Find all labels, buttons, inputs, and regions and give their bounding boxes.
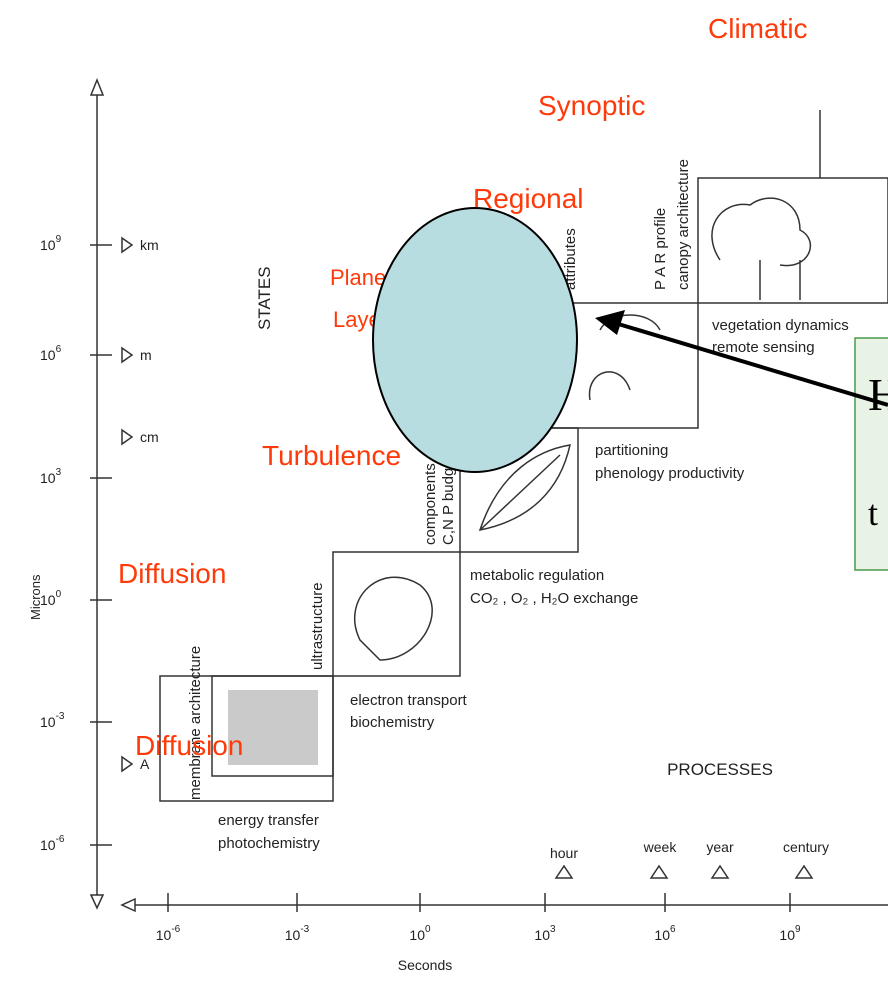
y-unit: cm bbox=[140, 429, 159, 445]
scale-label: Diffusion bbox=[118, 558, 226, 589]
process-label: CO₂ , O₂ , H₂O exchange bbox=[470, 590, 638, 607]
x-unit: hour bbox=[550, 845, 578, 861]
process-label: partitioning bbox=[595, 442, 668, 459]
states-label: STATES bbox=[255, 266, 274, 330]
x-unit: week bbox=[643, 839, 678, 855]
state-label: P A R profile bbox=[652, 208, 669, 290]
x-tick-label: 106 bbox=[654, 924, 676, 943]
process-label: metabolic regulation bbox=[470, 567, 604, 584]
x-tick-label: 10-6 bbox=[156, 924, 181, 943]
y-axis-title: Microns bbox=[28, 574, 43, 620]
scale-label: Synoptic bbox=[538, 90, 645, 121]
process-label: electron transport bbox=[350, 692, 468, 709]
processes-label: PROCESSES bbox=[667, 760, 773, 779]
process-label: photochemistry bbox=[218, 835, 320, 852]
y-tick-label: 109 bbox=[40, 234, 62, 253]
arrow bbox=[615, 323, 888, 405]
x-unit: year bbox=[706, 839, 734, 855]
y-tick-label: 106 bbox=[40, 344, 62, 363]
state-label: ultrastructure bbox=[309, 582, 326, 670]
x-tick-label: 103 bbox=[534, 924, 556, 943]
state-label: canopy architecture bbox=[675, 159, 692, 290]
scale-label: Diffusion bbox=[135, 730, 243, 761]
x-axis-title: Seconds bbox=[398, 957, 452, 973]
x-tick-label: 109 bbox=[779, 924, 801, 943]
y-tick-label: 10-3 bbox=[40, 711, 65, 730]
scale-label: Climatic bbox=[708, 13, 808, 44]
x-unit: century bbox=[783, 839, 829, 855]
y-unit: m bbox=[140, 347, 152, 363]
callout-text: t bbox=[868, 493, 878, 533]
arrow-head bbox=[595, 310, 625, 335]
process-label: biochemistry bbox=[350, 714, 435, 731]
x-tick-labels: 10-6 10-3 100 103 106 109 Seconds hour w… bbox=[156, 760, 829, 973]
y-tick-label: 100 bbox=[40, 589, 62, 608]
process-label: phenology productivity bbox=[595, 465, 745, 482]
process-label: remote sensing bbox=[712, 339, 815, 356]
y-unit: km bbox=[140, 237, 159, 253]
callout-text: H bbox=[868, 369, 888, 420]
process-label: energy transfer bbox=[218, 812, 319, 829]
state-label: components bbox=[422, 463, 439, 545]
slide: 109 106 103 100 10-3 10-6 km m cm A Micr… bbox=[0, 0, 888, 988]
scale-label: Turbulence bbox=[262, 440, 401, 471]
x-tick-label: 100 bbox=[409, 924, 431, 943]
x-tick-label: 10-3 bbox=[285, 924, 310, 943]
y-tick-label: 10-6 bbox=[40, 834, 65, 853]
process-label: vegetation dynamics bbox=[712, 317, 849, 334]
state-label: membrane architecture bbox=[187, 646, 204, 800]
y-tick-label: 103 bbox=[40, 467, 62, 486]
ellipse bbox=[373, 208, 577, 472]
